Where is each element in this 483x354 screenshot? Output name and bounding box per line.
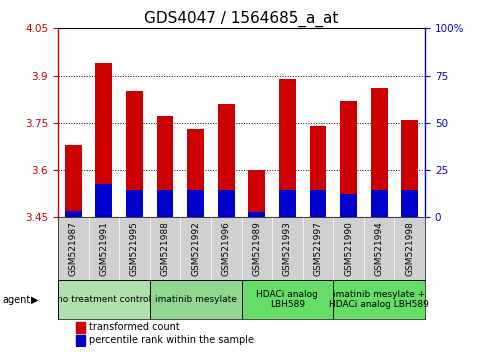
Text: GSM521988: GSM521988 — [160, 221, 170, 276]
Bar — [65, 211, 82, 217]
Bar — [248, 170, 265, 217]
Bar — [340, 194, 357, 217]
Text: GSM521991: GSM521991 — [99, 221, 108, 276]
Bar — [401, 190, 418, 217]
Bar — [96, 63, 112, 217]
Text: GSM521990: GSM521990 — [344, 221, 353, 276]
Bar — [58, 280, 150, 319]
Text: transformed count: transformed count — [89, 322, 180, 332]
Bar — [187, 190, 204, 217]
Text: GSM521995: GSM521995 — [130, 221, 139, 276]
Bar — [242, 280, 333, 319]
Text: imatinib mesylate +
HDACi analog LBH589: imatinib mesylate + HDACi analog LBH589 — [329, 290, 429, 309]
Bar — [310, 190, 327, 217]
Text: GSM521989: GSM521989 — [252, 221, 261, 276]
Text: GSM521997: GSM521997 — [313, 221, 323, 276]
Text: GSM521996: GSM521996 — [222, 221, 231, 276]
Bar — [96, 184, 112, 217]
Bar — [310, 126, 327, 217]
Bar — [371, 88, 387, 217]
Text: GSM521992: GSM521992 — [191, 221, 200, 276]
Bar — [218, 190, 235, 217]
Bar — [248, 212, 265, 217]
Text: agent: agent — [2, 295, 30, 305]
Bar — [156, 190, 173, 217]
Bar — [371, 190, 387, 217]
Text: GSM521994: GSM521994 — [375, 221, 384, 276]
Bar — [279, 190, 296, 217]
Bar — [218, 104, 235, 217]
Bar — [76, 335, 85, 346]
Text: imatinib mesylate: imatinib mesylate — [155, 295, 237, 304]
Text: percentile rank within the sample: percentile rank within the sample — [89, 335, 254, 345]
Bar — [126, 91, 143, 217]
Bar — [76, 322, 85, 333]
Title: GDS4047 / 1564685_a_at: GDS4047 / 1564685_a_at — [144, 11, 339, 27]
Text: GSM521998: GSM521998 — [405, 221, 414, 276]
Bar — [156, 116, 173, 217]
Bar — [401, 120, 418, 217]
Bar — [279, 79, 296, 217]
Text: HDACi analog
LBH589: HDACi analog LBH589 — [256, 290, 318, 309]
Bar — [126, 190, 143, 217]
Text: GSM521993: GSM521993 — [283, 221, 292, 276]
Bar — [333, 280, 425, 319]
Text: no treatment control: no treatment control — [57, 295, 151, 304]
Bar — [150, 280, 242, 319]
Text: GSM521987: GSM521987 — [69, 221, 78, 276]
Bar — [340, 101, 357, 217]
Bar — [187, 129, 204, 217]
Bar — [65, 145, 82, 217]
Text: ▶: ▶ — [31, 295, 39, 305]
